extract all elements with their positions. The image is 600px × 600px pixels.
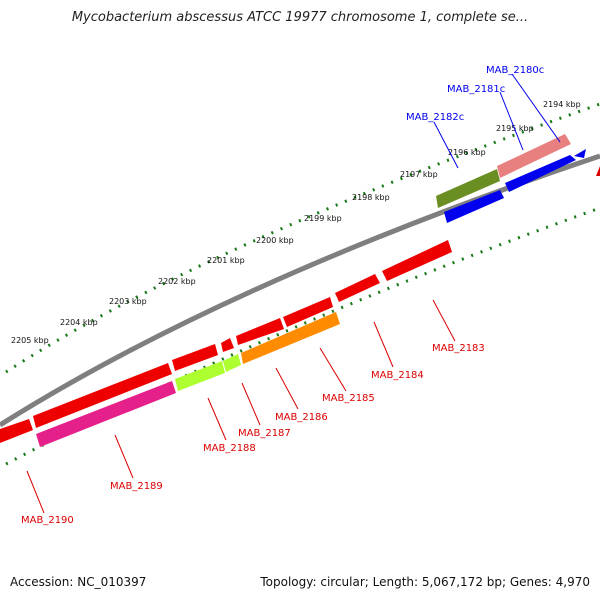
tick-label: 2202 kbp	[158, 277, 196, 286]
gene-arrow-mab2182c-blue[interactable]	[444, 190, 504, 223]
forward-leaders	[433, 73, 561, 169]
gene-label-mab2187[interactable]: MAB_2187	[238, 428, 291, 439]
gene-label-mab2186[interactable]: MAB_2186	[275, 412, 328, 423]
gene-label-mab2184[interactable]: MAB_2184	[371, 370, 424, 381]
gene-label-mab2185[interactable]: MAB_2185	[322, 393, 375, 404]
tick-label: 2200 kbp	[256, 236, 294, 245]
gene-arrow-mab2180c-body[interactable]	[505, 155, 576, 192]
inner-scale-line	[5, 206, 600, 466]
gene-label-mab2183[interactable]: MAB_2183	[432, 343, 485, 354]
gene-arrow-mab2189[interactable]	[36, 381, 176, 447]
tick-label: 2205 kbp	[11, 336, 49, 345]
gene-arrow-mab2182c[interactable]	[436, 169, 500, 208]
gene-label-mab2181c[interactable]: MAB_2181c	[447, 84, 505, 95]
tick-label: 2199 kbp	[304, 214, 342, 223]
tick-labels: 2194 kbp 2195 kbp 2196 kbp 2197 kbp 2198…	[11, 100, 581, 345]
chromosome-backbone	[0, 153, 600, 428]
gene-arrow-mab2188[interactable]	[33, 363, 172, 428]
gene-label-mab2189[interactable]: MAB_2189	[110, 481, 163, 492]
gene-arrow-mab2181c[interactable]	[497, 134, 571, 178]
tick-label: 2198 kbp	[352, 193, 390, 202]
tick-label: 2194 kbp	[543, 100, 581, 109]
forward-gene-labels: MAB_2180c MAB_2181c MAB_2182c	[406, 65, 544, 123]
gene-arrow-mab2180c[interactable]	[574, 149, 586, 158]
gene-arrow-lime[interactable]	[175, 361, 225, 391]
tick-label: 2197 kbp	[400, 170, 438, 179]
gene-label-mab2182c[interactable]: MAB_2182c	[406, 112, 464, 123]
gene-arrow-mab2187[interactable]	[172, 344, 218, 371]
accession-text: Accession: NC_010397	[10, 575, 147, 589]
gene-label-mab2180c[interactable]: MAB_2180c	[486, 65, 544, 76]
gene-arrow-offscreen	[596, 166, 600, 176]
reverse-leaders	[26, 299, 456, 514]
tick-label: 2203 kbp	[109, 297, 147, 306]
tick-label: 2201 kbp	[207, 256, 245, 265]
gene-arrow-orange[interactable]	[241, 312, 340, 364]
gene-arrow-mab2190[interactable]	[0, 419, 33, 443]
tick-label: 2196 kbp	[448, 148, 486, 157]
tick-label: 2204 kbp	[60, 318, 98, 327]
gene-arrow-mab2186[interactable]	[236, 318, 284, 345]
map-title: Mycobacterium abscessus ATCC 19977 chrom…	[71, 10, 529, 25]
gene-label-mab2190[interactable]: MAB_2190	[21, 515, 74, 526]
genome-summary-text: Topology: circular; Length: 5,067,172 bp…	[260, 575, 590, 589]
gene-arrow-mab2184[interactable]	[335, 274, 380, 302]
gene-arrow-mab2183[interactable]	[382, 240, 452, 281]
gene-arrow-small-a[interactable]	[221, 338, 234, 352]
gene-arrow-mab2185[interactable]	[283, 297, 333, 327]
gene-label-mab2188[interactable]: MAB_2188	[203, 443, 256, 454]
gene-arrow-lime-small[interactable]	[223, 354, 241, 372]
reverse-gene-labels: MAB_2183 MAB_2184 MAB_2185 MAB_2186 MAB_…	[21, 343, 485, 526]
